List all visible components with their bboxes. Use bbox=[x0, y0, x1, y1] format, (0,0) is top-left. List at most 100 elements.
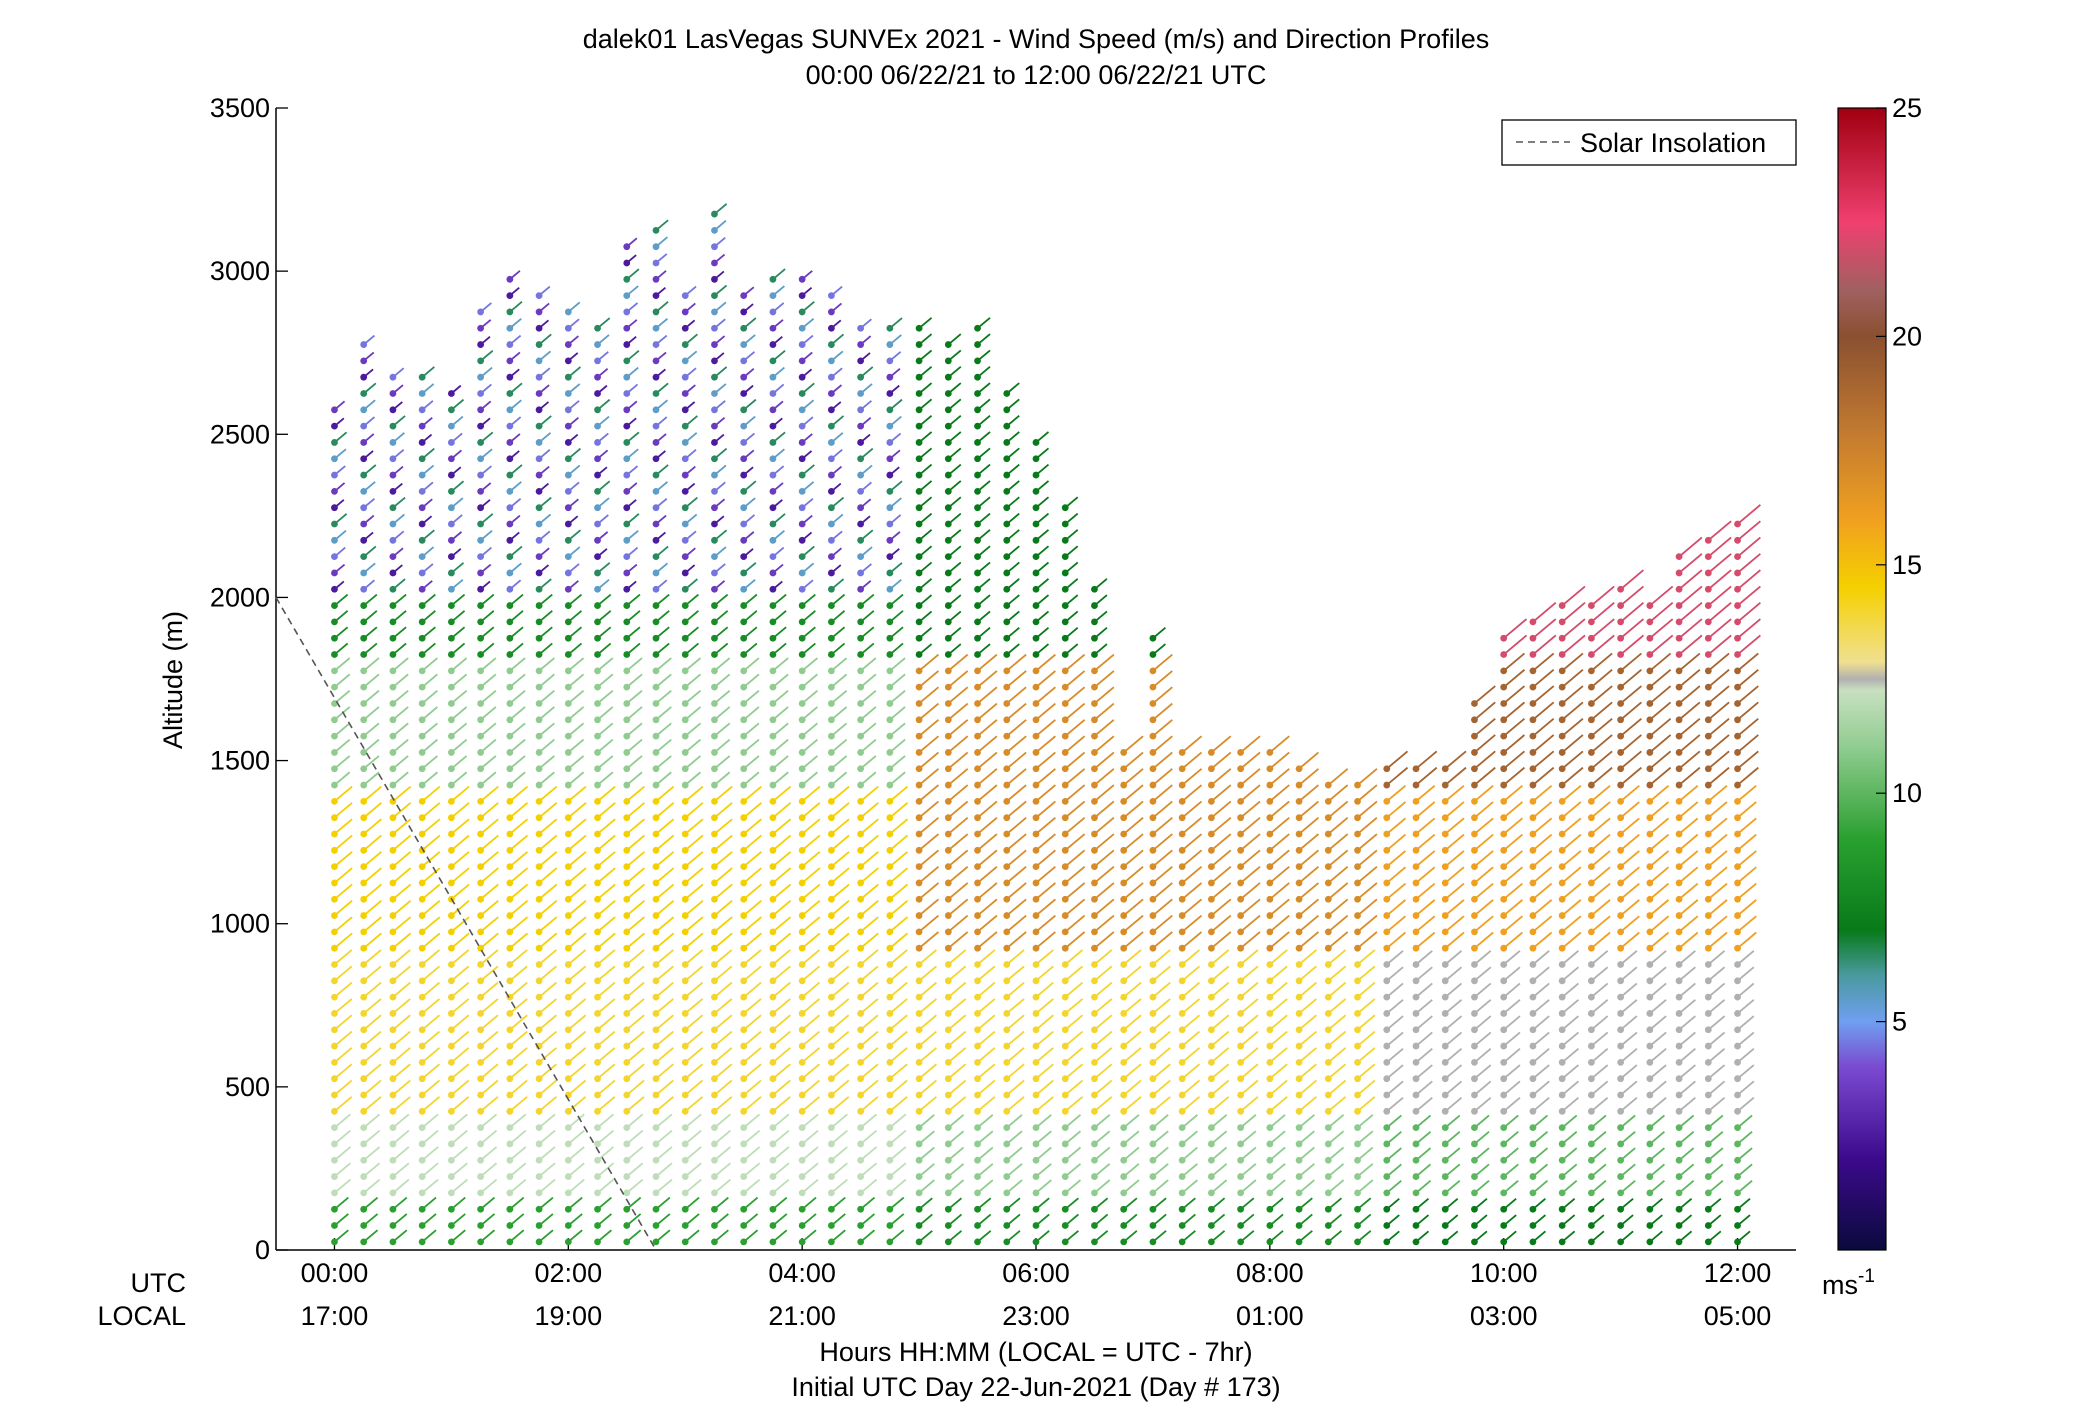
wind-point bbox=[331, 732, 338, 740]
wind-barb bbox=[1006, 686, 1027, 705]
wind-point bbox=[1471, 895, 1478, 903]
wind-barb bbox=[538, 1129, 556, 1145]
wind-point bbox=[827, 1173, 835, 1180]
wind-point bbox=[477, 471, 485, 479]
wind-barb bbox=[1532, 1080, 1550, 1096]
wind-point bbox=[594, 700, 601, 707]
wind-point bbox=[769, 765, 777, 773]
wind-barb bbox=[363, 818, 382, 835]
wind-point bbox=[915, 700, 923, 707]
wind-point bbox=[1003, 569, 1011, 577]
wind-point bbox=[506, 977, 514, 985]
wind-point bbox=[974, 1107, 981, 1115]
wind-point bbox=[974, 846, 981, 854]
wind-point bbox=[360, 651, 368, 658]
wind-point bbox=[886, 585, 894, 593]
wind-point bbox=[1295, 1238, 1303, 1246]
wind-point bbox=[740, 846, 748, 854]
wind-point bbox=[477, 487, 485, 495]
wind-point bbox=[857, 324, 865, 332]
wind-point bbox=[1441, 977, 1449, 985]
wind-barb bbox=[1181, 914, 1203, 933]
wind-point bbox=[652, 1124, 660, 1132]
wind-barb bbox=[480, 802, 499, 819]
wind-point bbox=[886, 928, 894, 936]
wind-barb bbox=[947, 965, 967, 982]
x-tick-label-local: 05:00 bbox=[1704, 1301, 1772, 1331]
wind-point bbox=[798, 569, 806, 577]
wind-point bbox=[594, 1238, 601, 1246]
wind-point bbox=[1383, 1026, 1391, 1034]
wind-point bbox=[1354, 1058, 1361, 1066]
wind-point bbox=[974, 765, 981, 773]
wind-point bbox=[1441, 1124, 1449, 1132]
wind-point bbox=[1587, 765, 1595, 773]
wind-point bbox=[769, 602, 777, 609]
wind-barb bbox=[333, 834, 353, 851]
wind-point bbox=[1704, 1091, 1712, 1099]
wind-point bbox=[944, 700, 952, 707]
wind-barb bbox=[480, 1063, 499, 1080]
wind-barb bbox=[450, 883, 470, 900]
wind-barb bbox=[801, 1146, 819, 1161]
wind-point bbox=[1383, 846, 1391, 854]
wind-barb bbox=[596, 900, 616, 917]
wind-point bbox=[740, 585, 748, 593]
wind-point bbox=[1587, 1189, 1595, 1197]
wind-point bbox=[1149, 961, 1157, 968]
wind-barb bbox=[1035, 1096, 1054, 1113]
wind-point bbox=[594, 863, 601, 871]
wind-barb bbox=[1532, 899, 1553, 917]
wind-point bbox=[1207, 928, 1215, 936]
wind-barb bbox=[538, 883, 558, 900]
wind-point bbox=[886, 895, 894, 903]
wind-barb bbox=[1269, 1014, 1288, 1031]
wind-point bbox=[1091, 1238, 1098, 1246]
wind-barb bbox=[1532, 717, 1555, 737]
wind-point bbox=[1617, 618, 1625, 626]
wind-barb bbox=[713, 998, 733, 1015]
wind-point bbox=[418, 406, 426, 414]
wind-barb bbox=[1093, 1063, 1113, 1080]
wind-point bbox=[1032, 1010, 1040, 1017]
wind-point bbox=[711, 471, 718, 479]
wind-barb bbox=[1707, 833, 1728, 851]
wind-point bbox=[594, 1140, 601, 1148]
wind-point bbox=[1324, 1140, 1332, 1148]
wind-point bbox=[623, 357, 631, 365]
wind-point bbox=[594, 961, 601, 968]
wind-barb bbox=[684, 851, 704, 868]
wind-point bbox=[564, 504, 572, 512]
wind-point bbox=[389, 634, 397, 642]
wind-point bbox=[857, 700, 865, 707]
wind-point bbox=[1032, 585, 1040, 593]
wind-point bbox=[447, 536, 455, 544]
wind-point bbox=[1354, 895, 1361, 903]
wind-point bbox=[623, 993, 631, 1001]
wind-barb bbox=[1503, 817, 1523, 835]
wind-point bbox=[477, 846, 485, 854]
wind-point bbox=[506, 716, 514, 724]
wind-point bbox=[769, 634, 777, 642]
wind-point bbox=[623, 814, 631, 822]
wind-point bbox=[711, 912, 718, 919]
wind-barb bbox=[976, 981, 996, 998]
wind-point bbox=[1237, 1189, 1245, 1197]
wind-barb bbox=[1736, 618, 1761, 639]
wind-barb bbox=[1006, 882, 1027, 900]
wind-barb bbox=[1064, 768, 1086, 786]
wind-barb bbox=[1006, 849, 1027, 868]
wind-barb bbox=[801, 1096, 821, 1113]
wind-point bbox=[389, 765, 397, 773]
wind-point bbox=[681, 879, 689, 887]
wind-point bbox=[740, 977, 748, 985]
wind-barb bbox=[1444, 1048, 1463, 1064]
wind-point bbox=[447, 683, 455, 691]
wind-point bbox=[1734, 749, 1741, 756]
wind-point bbox=[769, 406, 777, 414]
wind-point bbox=[798, 797, 806, 805]
wind-point bbox=[1471, 1124, 1478, 1132]
wind-point bbox=[360, 814, 368, 822]
wind-point bbox=[1558, 651, 1566, 658]
wind-point bbox=[1441, 895, 1449, 903]
